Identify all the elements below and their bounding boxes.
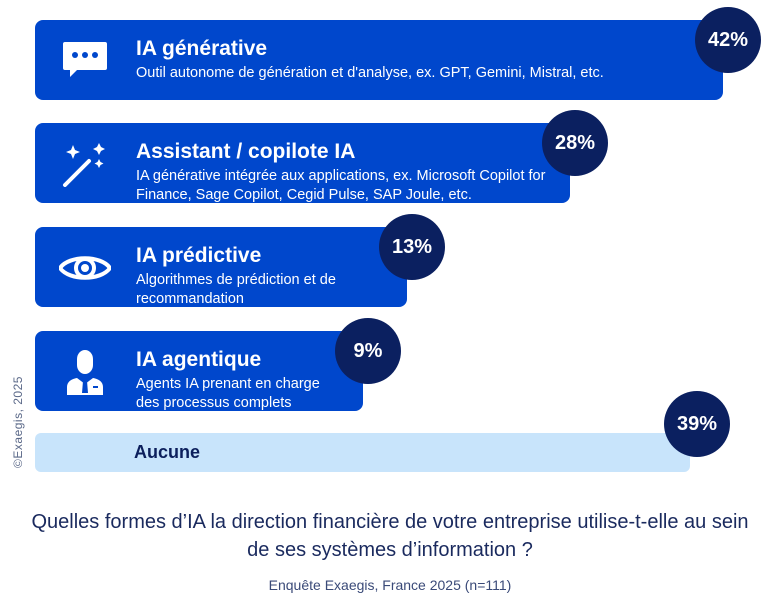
bar-label: IA agentique (136, 348, 262, 371)
bar-2: IA prédictive Algorithmes de prédiction e… (35, 227, 407, 326)
bar-description: Algorithmes de prédiction et de recomman… (136, 272, 336, 326)
chat-bubble-icon (59, 38, 111, 84)
bar-description: Outil autonome de génération et d'analys… (136, 65, 604, 81)
bar-3: IA agentique Agents IA prenant en charge … (35, 331, 363, 411)
bar-description: Agents IA prenant en charge des processu… (136, 376, 320, 411)
value-badge: 39% (664, 391, 730, 457)
source-note: Enquête Exaegis, France 2025 (n=111) (268, 577, 512, 593)
bar-4: Aucune (35, 433, 690, 472)
value-badge: 28% (542, 110, 608, 176)
value-badge: 13% (379, 214, 445, 280)
bar-label: Aucune (134, 442, 201, 462)
chart-title: Quelles formes d’IA la direction financi… (31, 511, 749, 561)
value-badge: 9% (335, 318, 401, 384)
bar-description: IA générative intégrée aux applications,… (136, 168, 546, 203)
agent-person-icon (59, 349, 111, 395)
bar-0: IA générative Outil autonome de génératio… (35, 20, 723, 100)
bar-label: IA générative (136, 37, 268, 60)
bar-label: IA prédictive (136, 244, 262, 267)
bar-label: Assistant / copilote IA (136, 140, 356, 163)
bar-1: Assistant / copilote IA IA générative int… (35, 123, 570, 203)
value-badge: 42% (695, 7, 761, 73)
magic-wand-icon (59, 141, 111, 187)
eye-icon (57, 245, 113, 291)
copyright-note: ©Exaegis, 2025 (11, 376, 25, 468)
